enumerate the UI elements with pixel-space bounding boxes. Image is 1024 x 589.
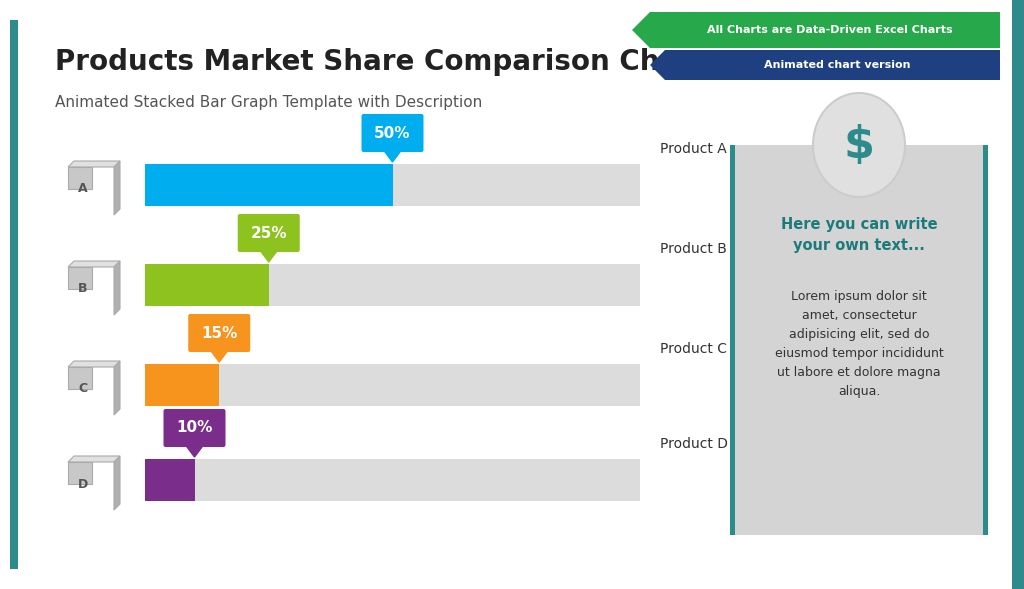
FancyBboxPatch shape (145, 164, 640, 206)
FancyBboxPatch shape (68, 167, 92, 189)
Polygon shape (68, 361, 120, 367)
Text: B: B (78, 283, 88, 296)
Text: Product A: Product A (660, 142, 727, 156)
Text: Lorem ipsum dolor sit
amet, consectetur
adipisicing elit, sed do
eiusmod tempor : Lorem ipsum dolor sit amet, consectetur … (774, 290, 943, 398)
FancyBboxPatch shape (145, 164, 392, 206)
Text: Product D: Product D (660, 437, 728, 451)
FancyBboxPatch shape (983, 145, 988, 535)
Text: C: C (79, 382, 88, 395)
Polygon shape (114, 261, 120, 315)
Text: $: $ (844, 124, 874, 167)
Text: 50%: 50% (374, 125, 411, 141)
Text: 15%: 15% (201, 326, 238, 340)
FancyBboxPatch shape (730, 145, 735, 535)
Polygon shape (68, 161, 120, 167)
FancyBboxPatch shape (145, 459, 640, 501)
FancyBboxPatch shape (238, 214, 300, 252)
Text: Here you can write
your own text...: Here you can write your own text... (780, 217, 937, 253)
FancyBboxPatch shape (188, 314, 250, 352)
Text: All Charts are Data-Driven Excel Charts: All Charts are Data-Driven Excel Charts (708, 25, 952, 35)
Polygon shape (68, 261, 120, 267)
FancyBboxPatch shape (68, 267, 92, 289)
Ellipse shape (813, 93, 905, 197)
Polygon shape (632, 12, 1000, 48)
FancyBboxPatch shape (730, 145, 988, 535)
Text: Products Market Share Comparison Chart: Products Market Share Comparison Chart (55, 48, 706, 76)
FancyBboxPatch shape (164, 409, 225, 447)
FancyBboxPatch shape (145, 264, 640, 306)
Text: 25%: 25% (251, 226, 287, 240)
Text: Animated Stacked Bar Graph Template with Description: Animated Stacked Bar Graph Template with… (55, 95, 482, 110)
FancyBboxPatch shape (68, 462, 92, 484)
Polygon shape (650, 50, 1000, 80)
FancyBboxPatch shape (145, 459, 195, 501)
Text: Product C: Product C (660, 342, 727, 356)
FancyBboxPatch shape (1012, 0, 1024, 589)
FancyBboxPatch shape (145, 364, 219, 406)
FancyBboxPatch shape (145, 364, 640, 406)
Polygon shape (185, 445, 204, 457)
FancyBboxPatch shape (10, 20, 18, 569)
FancyBboxPatch shape (145, 264, 268, 306)
Polygon shape (114, 456, 120, 510)
Polygon shape (260, 250, 278, 262)
Text: Animated chart version: Animated chart version (764, 60, 910, 70)
Text: Product B: Product B (660, 242, 727, 256)
Text: 10%: 10% (176, 421, 213, 435)
FancyBboxPatch shape (361, 114, 424, 152)
Polygon shape (384, 150, 401, 162)
Polygon shape (68, 456, 120, 462)
Text: A: A (78, 183, 88, 196)
Polygon shape (114, 361, 120, 415)
Polygon shape (210, 350, 228, 362)
Polygon shape (114, 161, 120, 215)
FancyBboxPatch shape (68, 367, 92, 389)
Text: D: D (78, 478, 88, 491)
